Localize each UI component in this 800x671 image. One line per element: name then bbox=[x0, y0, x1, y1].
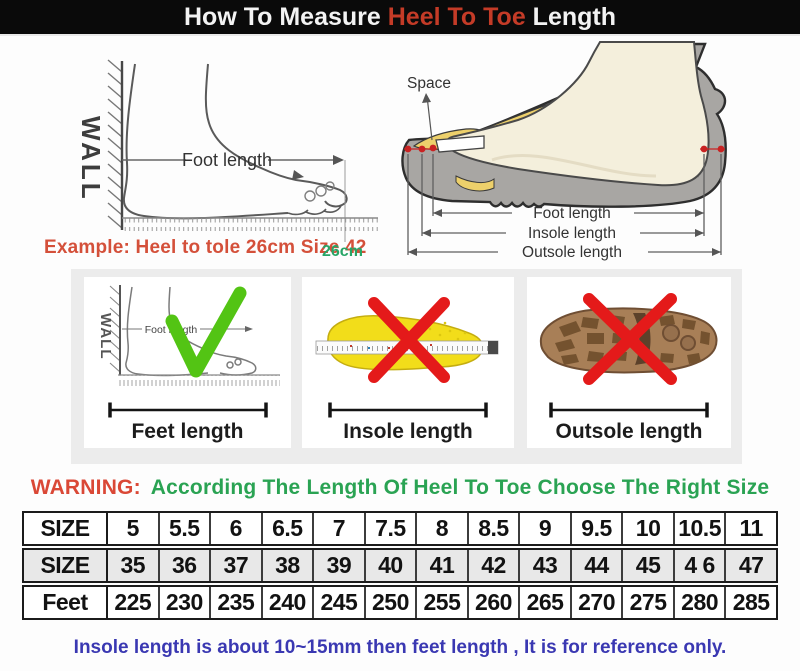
size-cell: 6 bbox=[211, 513, 263, 544]
wall-hatch-icon bbox=[107, 59, 123, 229]
size-cell: 7.5 bbox=[366, 513, 418, 544]
green-check-icon bbox=[165, 286, 246, 378]
size-cell: 240 bbox=[263, 587, 315, 618]
size-cell: 8 bbox=[417, 513, 469, 544]
measure-bracket bbox=[328, 402, 488, 418]
size-cell: 40 bbox=[366, 550, 418, 581]
outsole-diagram bbox=[539, 293, 718, 385]
table-row-us-size: SIZE 5 5.5 6 6.5 7 7.5 8 8.5 9 9.5 10 10… bbox=[22, 511, 778, 546]
size-cell: 9.5 bbox=[572, 513, 624, 544]
floor-ruler bbox=[122, 217, 378, 231]
boot-section-diagram: Space Foot length Insole length Outsole … bbox=[401, 41, 727, 261]
size-cell: 8.5 bbox=[469, 513, 521, 544]
size-cell: 7 bbox=[314, 513, 366, 544]
size-cell: 275 bbox=[623, 587, 675, 618]
size-cell: 39 bbox=[314, 550, 366, 581]
size-cell: 9 bbox=[520, 513, 572, 544]
panel-feet-length: WALL Foot length bbox=[84, 277, 291, 448]
row-header: Feet bbox=[24, 587, 108, 618]
boot-illustration bbox=[401, 41, 727, 208]
panel-caption: Outsole length bbox=[555, 420, 703, 443]
size-cell: 37 bbox=[211, 550, 263, 581]
measure-points bbox=[404, 144, 725, 153]
wall-hatch-icon bbox=[109, 285, 120, 373]
panel-insole-length: Insole length bbox=[302, 277, 514, 448]
size-cell: 270 bbox=[572, 587, 624, 618]
warning-line: WARNING: According The Length Of Heel To … bbox=[0, 476, 800, 500]
size-cell: 250 bbox=[366, 587, 418, 618]
measure-value-label: 26cm bbox=[322, 243, 363, 260]
size-cell: 255 bbox=[417, 587, 469, 618]
panel-caption: Insole length bbox=[343, 420, 473, 443]
size-cell: 235 bbox=[211, 587, 263, 618]
size-cell: 245 bbox=[314, 587, 366, 618]
boot-foot-length-label: Foot length bbox=[533, 205, 611, 222]
toe-space-gap bbox=[435, 135, 485, 153]
measure-bracket bbox=[549, 402, 709, 418]
dimension-lines bbox=[407, 154, 722, 256]
panel-outsole-length: Outsole length bbox=[527, 277, 731, 448]
foot-measure-diagram: WALL Foot length bbox=[78, 59, 378, 242]
row-header: SIZE bbox=[24, 550, 108, 581]
title-highlight: Heel To Toe bbox=[387, 2, 526, 31]
table-row-feet-mm: Feet 225 230 235 240 245 250 255 260 265… bbox=[22, 585, 778, 620]
space-arrow-icon bbox=[422, 93, 433, 141]
size-cell: 280 bbox=[675, 587, 727, 618]
size-cell: 44 bbox=[572, 550, 624, 581]
size-cell: 11 bbox=[739, 515, 763, 541]
size-cell: 225 bbox=[108, 587, 160, 618]
wall-label: WALL bbox=[97, 313, 114, 360]
size-cell: 10 bbox=[623, 513, 675, 544]
reference-note: Insole length is about 10~15mm then feet… bbox=[73, 637, 727, 658]
page-title: How To Measure Heel To Toe Length bbox=[0, 0, 800, 36]
size-cell: 285 bbox=[732, 589, 770, 615]
red-cross-icon bbox=[583, 293, 677, 385]
foot-outline bbox=[122, 63, 348, 220]
size-cell: 42 bbox=[469, 550, 521, 581]
foot-length-dimension bbox=[122, 155, 344, 180]
wall-label: WALL bbox=[78, 116, 106, 202]
table-row-eu-size: SIZE 35 36 37 38 39 40 41 42 43 44 45 4 … bbox=[22, 548, 778, 583]
boot-outsole-length-label: Outsole length bbox=[522, 244, 622, 261]
size-cell: 6.5 bbox=[263, 513, 315, 544]
size-cell: 4 6 bbox=[675, 550, 727, 581]
row-header: SIZE bbox=[24, 513, 108, 544]
size-cell: 5.5 bbox=[160, 513, 212, 544]
size-cell: 5 bbox=[108, 513, 160, 544]
size-table: SIZE 5 5.5 6 6.5 7 7.5 8 8.5 9 9.5 10 10… bbox=[22, 511, 778, 622]
size-cell: 36 bbox=[160, 550, 212, 581]
title-prefix: How To Measure bbox=[184, 2, 388, 31]
foot-inside-boot bbox=[445, 41, 710, 187]
size-cell: 47 bbox=[738, 552, 764, 578]
size-cell: 230 bbox=[160, 587, 212, 618]
panel-caption: Feet length bbox=[131, 420, 244, 443]
size-cell: 43 bbox=[520, 550, 572, 581]
size-cell: 260 bbox=[469, 587, 521, 618]
size-cell: 10.5 bbox=[675, 513, 727, 544]
space-label: Space bbox=[407, 75, 451, 92]
boot-insole-length-label: Insole length bbox=[528, 225, 616, 242]
method-panels: WALL Foot length bbox=[71, 269, 742, 464]
warning-prefix: WARNING: bbox=[30, 476, 141, 499]
size-cell: 35 bbox=[108, 550, 160, 581]
feet-length-diagram: WALL Foot length bbox=[97, 285, 280, 386]
title-suffix: Length bbox=[525, 2, 616, 31]
foot-length-label: Foot length bbox=[182, 150, 272, 170]
size-cell: 41 bbox=[417, 550, 469, 581]
measure-bracket bbox=[107, 402, 268, 418]
red-cross-icon bbox=[368, 297, 450, 383]
size-cell: 38 bbox=[263, 550, 315, 581]
size-cell: 45 bbox=[623, 550, 675, 581]
insole-diagram bbox=[315, 297, 499, 383]
size-cell: 265 bbox=[520, 587, 572, 618]
example-text: Example: Heel to tole 26cm Size 42 bbox=[44, 237, 367, 258]
warning-text: According The Length Of Heel To Toe Choo… bbox=[150, 476, 770, 499]
